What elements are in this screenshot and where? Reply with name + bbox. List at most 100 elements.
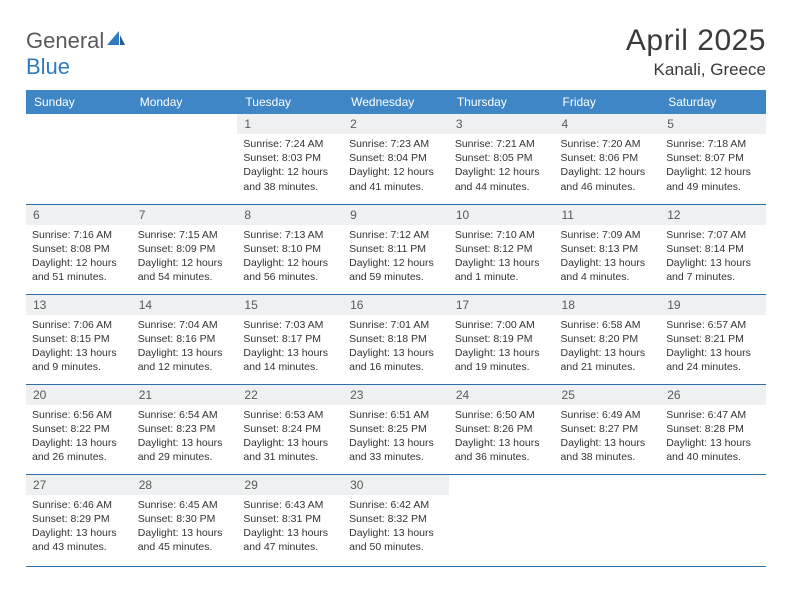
calendar-day-cell: 12Sunrise: 7:07 AMSunset: 8:14 PMDayligh… [660, 204, 766, 294]
calendar-empty-cell [26, 114, 132, 204]
daylight-line: Daylight: 13 hours and 31 minutes. [243, 436, 337, 464]
calendar-empty-cell [660, 474, 766, 566]
daylight-line: Daylight: 13 hours and 1 minute. [455, 256, 549, 284]
day-number: 24 [449, 385, 555, 405]
calendar-empty-cell [555, 474, 661, 566]
daylight-line: Daylight: 13 hours and 38 minutes. [561, 436, 655, 464]
sunset-line: Sunset: 8:27 PM [561, 422, 655, 436]
day-number: 10 [449, 205, 555, 225]
calendar-day-cell: 13Sunrise: 7:06 AMSunset: 8:15 PMDayligh… [26, 294, 132, 384]
weekday-header: Saturday [660, 90, 766, 114]
sunset-line: Sunset: 8:19 PM [455, 332, 549, 346]
weekday-header-row: Sunday Monday Tuesday Wednesday Thursday… [26, 90, 766, 114]
sunset-line: Sunset: 8:20 PM [561, 332, 655, 346]
daylight-line: Daylight: 13 hours and 16 minutes. [349, 346, 443, 374]
calendar-week-row: 13Sunrise: 7:06 AMSunset: 8:15 PMDayligh… [26, 294, 766, 384]
sunrise-line: Sunrise: 7:20 AM [561, 137, 655, 151]
day-number: 12 [660, 205, 766, 225]
daylight-line: Daylight: 12 hours and 46 minutes. [561, 165, 655, 193]
day-details: Sunrise: 7:03 AMSunset: 8:17 PMDaylight:… [237, 315, 343, 379]
daylight-line: Daylight: 12 hours and 56 minutes. [243, 256, 337, 284]
brand-part2: Blue [26, 54, 70, 79]
calendar-day-cell: 16Sunrise: 7:01 AMSunset: 8:18 PMDayligh… [343, 294, 449, 384]
calendar-day-cell: 2Sunrise: 7:23 AMSunset: 8:04 PMDaylight… [343, 114, 449, 204]
sunrise-line: Sunrise: 7:03 AM [243, 318, 337, 332]
month-title: April 2025 [626, 24, 766, 58]
calendar-day-cell: 15Sunrise: 7:03 AMSunset: 8:17 PMDayligh… [237, 294, 343, 384]
day-number: 23 [343, 385, 449, 405]
day-details: Sunrise: 7:12 AMSunset: 8:11 PMDaylight:… [343, 225, 449, 289]
day-details: Sunrise: 6:47 AMSunset: 8:28 PMDaylight:… [660, 405, 766, 469]
sunrise-line: Sunrise: 7:15 AM [138, 228, 232, 242]
page-header: GeneralBlue April 2025 Kanali, Greece [26, 24, 766, 80]
sunrise-line: Sunrise: 6:58 AM [561, 318, 655, 332]
calendar-day-cell: 9Sunrise: 7:12 AMSunset: 8:11 PMDaylight… [343, 204, 449, 294]
sunrise-line: Sunrise: 6:47 AM [666, 408, 760, 422]
sunrise-line: Sunrise: 7:23 AM [349, 137, 443, 151]
sunset-line: Sunset: 8:26 PM [455, 422, 549, 436]
day-number: 18 [555, 295, 661, 315]
day-details: Sunrise: 7:16 AMSunset: 8:08 PMDaylight:… [26, 225, 132, 289]
calendar-day-cell: 10Sunrise: 7:10 AMSunset: 8:12 PMDayligh… [449, 204, 555, 294]
day-details: Sunrise: 7:20 AMSunset: 8:06 PMDaylight:… [555, 134, 661, 198]
calendar-empty-cell [132, 114, 238, 204]
day-number: 14 [132, 295, 238, 315]
brand-part1: General [26, 28, 104, 53]
sunrise-line: Sunrise: 6:45 AM [138, 498, 232, 512]
sunset-line: Sunset: 8:03 PM [243, 151, 337, 165]
calendar-day-cell: 14Sunrise: 7:04 AMSunset: 8:16 PMDayligh… [132, 294, 238, 384]
daylight-line: Daylight: 13 hours and 29 minutes. [138, 436, 232, 464]
location-label: Kanali, Greece [626, 60, 766, 80]
calendar-day-cell: 6Sunrise: 7:16 AMSunset: 8:08 PMDaylight… [26, 204, 132, 294]
sunset-line: Sunset: 8:15 PM [32, 332, 126, 346]
sunrise-line: Sunrise: 7:21 AM [455, 137, 549, 151]
daylight-line: Daylight: 13 hours and 19 minutes. [455, 346, 549, 374]
sunrise-line: Sunrise: 7:16 AM [32, 228, 126, 242]
sunset-line: Sunset: 8:31 PM [243, 512, 337, 526]
day-details: Sunrise: 7:09 AMSunset: 8:13 PMDaylight:… [555, 225, 661, 289]
day-number: 21 [132, 385, 238, 405]
day-details: Sunrise: 7:07 AMSunset: 8:14 PMDaylight:… [660, 225, 766, 289]
day-details: Sunrise: 6:42 AMSunset: 8:32 PMDaylight:… [343, 495, 449, 559]
brand-name: GeneralBlue [26, 28, 126, 80]
sunrise-line: Sunrise: 7:18 AM [666, 137, 760, 151]
day-details: Sunrise: 6:50 AMSunset: 8:26 PMDaylight:… [449, 405, 555, 469]
day-number: 13 [26, 295, 132, 315]
daylight-line: Daylight: 13 hours and 43 minutes. [32, 526, 126, 554]
calendar-day-cell: 29Sunrise: 6:43 AMSunset: 8:31 PMDayligh… [237, 474, 343, 566]
day-details: Sunrise: 6:51 AMSunset: 8:25 PMDaylight:… [343, 405, 449, 469]
calendar-day-cell: 19Sunrise: 6:57 AMSunset: 8:21 PMDayligh… [660, 294, 766, 384]
daylight-line: Daylight: 13 hours and 7 minutes. [666, 256, 760, 284]
day-number: 9 [343, 205, 449, 225]
sunset-line: Sunset: 8:29 PM [32, 512, 126, 526]
calendar-day-cell: 24Sunrise: 6:50 AMSunset: 8:26 PMDayligh… [449, 384, 555, 474]
calendar-page: GeneralBlue April 2025 Kanali, Greece Su… [0, 0, 792, 567]
day-details: Sunrise: 7:24 AMSunset: 8:03 PMDaylight:… [237, 134, 343, 198]
day-details: Sunrise: 6:45 AMSunset: 8:30 PMDaylight:… [132, 495, 238, 559]
daylight-line: Daylight: 13 hours and 26 minutes. [32, 436, 126, 464]
day-details: Sunrise: 7:00 AMSunset: 8:19 PMDaylight:… [449, 315, 555, 379]
sunrise-line: Sunrise: 6:54 AM [138, 408, 232, 422]
day-details: Sunrise: 6:49 AMSunset: 8:27 PMDaylight:… [555, 405, 661, 469]
sunrise-line: Sunrise: 6:43 AM [243, 498, 337, 512]
calendar-week-row: 27Sunrise: 6:46 AMSunset: 8:29 PMDayligh… [26, 474, 766, 566]
sunrise-line: Sunrise: 6:57 AM [666, 318, 760, 332]
sunset-line: Sunset: 8:14 PM [666, 242, 760, 256]
calendar-body: 1Sunrise: 7:24 AMSunset: 8:03 PMDaylight… [26, 114, 766, 566]
calendar-day-cell: 18Sunrise: 6:58 AMSunset: 8:20 PMDayligh… [555, 294, 661, 384]
sunrise-line: Sunrise: 6:49 AM [561, 408, 655, 422]
sunrise-line: Sunrise: 7:00 AM [455, 318, 549, 332]
day-details: Sunrise: 6:56 AMSunset: 8:22 PMDaylight:… [26, 405, 132, 469]
daylight-line: Daylight: 12 hours and 38 minutes. [243, 165, 337, 193]
daylight-line: Daylight: 13 hours and 47 minutes. [243, 526, 337, 554]
day-number: 15 [237, 295, 343, 315]
sunrise-line: Sunrise: 7:09 AM [561, 228, 655, 242]
calendar-day-cell: 4Sunrise: 7:20 AMSunset: 8:06 PMDaylight… [555, 114, 661, 204]
day-details: Sunrise: 7:10 AMSunset: 8:12 PMDaylight:… [449, 225, 555, 289]
sunset-line: Sunset: 8:04 PM [349, 151, 443, 165]
sunset-line: Sunset: 8:16 PM [138, 332, 232, 346]
sunset-line: Sunset: 8:07 PM [666, 151, 760, 165]
calendar-grid: Sunday Monday Tuesday Wednesday Thursday… [26, 90, 766, 567]
day-number: 22 [237, 385, 343, 405]
day-number: 20 [26, 385, 132, 405]
